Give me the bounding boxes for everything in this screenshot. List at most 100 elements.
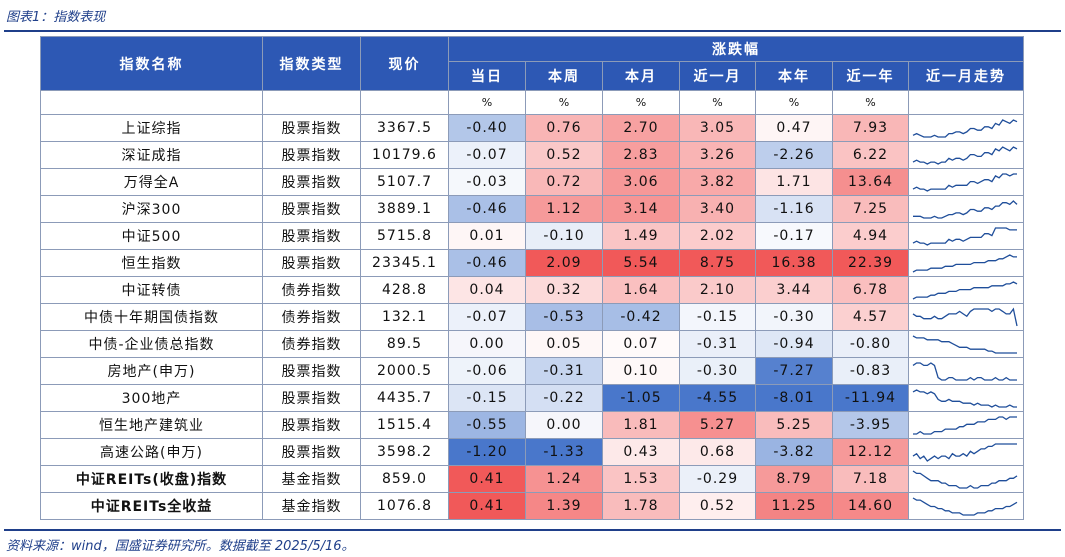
change-cell-day: 0.00 bbox=[448, 330, 526, 358]
index-performance-table: 指数名称 指数类型 现价 涨跌幅 当日 本周 本月 近一月 本年 近一年 近一月… bbox=[40, 36, 1024, 520]
sparkline-cell bbox=[908, 492, 1024, 520]
change-cell-1m: 3.05 bbox=[679, 114, 756, 142]
sparkline-chart bbox=[912, 281, 1018, 300]
change-cell-1m: -0.29 bbox=[679, 465, 756, 493]
sparkline-path bbox=[912, 254, 1017, 273]
sparkline-chart bbox=[912, 307, 1018, 327]
price-cell: 4435.7 bbox=[360, 384, 449, 412]
change-cell-day: 0.04 bbox=[448, 276, 526, 304]
change-cell-ytd: -0.94 bbox=[755, 330, 833, 358]
unit-cell-empty bbox=[908, 90, 1024, 115]
sparkline-cell bbox=[908, 465, 1024, 493]
change-cell-month: 3.06 bbox=[602, 168, 680, 196]
price-cell: 5715.8 bbox=[360, 222, 449, 250]
change-cell-1m: -0.31 bbox=[679, 330, 756, 358]
change-cell-month: 3.14 bbox=[602, 195, 680, 223]
change-cell-1y: 6.22 bbox=[832, 141, 909, 169]
change-cell-ytd: 0.47 bbox=[755, 114, 833, 142]
change-cell-ytd: -8.01 bbox=[755, 384, 833, 412]
change-cell-day: -0.03 bbox=[448, 168, 526, 196]
index-name-cell: 中证REITs(收盘)指数 bbox=[40, 465, 263, 493]
change-cell-1y: 4.94 bbox=[832, 222, 909, 250]
price-cell: 10179.6 bbox=[360, 141, 449, 169]
sparkline-chart bbox=[912, 389, 1017, 408]
change-cell-week: 1.12 bbox=[525, 195, 603, 223]
change-cell-1y: 13.64 bbox=[832, 168, 909, 196]
header-price: 现价 bbox=[360, 36, 449, 91]
change-cell-1y: 12.12 bbox=[832, 438, 909, 466]
sparkline-cell bbox=[908, 141, 1024, 169]
change-cell-1m: 3.40 bbox=[679, 195, 756, 223]
change-cell-week: 0.00 bbox=[525, 411, 603, 439]
sparkline-path bbox=[912, 281, 1018, 300]
change-cell-week: -0.10 bbox=[525, 222, 603, 250]
sparkline-chart bbox=[912, 470, 1018, 489]
change-cell-ytd: -7.27 bbox=[755, 357, 833, 385]
change-cell-1m: 3.82 bbox=[679, 168, 756, 196]
header-col-month: 本月 bbox=[602, 61, 680, 91]
sparkline-chart bbox=[912, 362, 1017, 381]
change-cell-ytd: 5.25 bbox=[755, 411, 833, 439]
change-cell-1y: 14.60 bbox=[832, 492, 909, 520]
index-type-cell: 股票指数 bbox=[262, 114, 361, 142]
change-cell-1y: 4.57 bbox=[832, 303, 909, 331]
sparkline-path bbox=[912, 146, 1018, 165]
index-name-cell: 房地产(申万) bbox=[40, 357, 263, 385]
change-cell-ytd: -0.30 bbox=[755, 303, 833, 331]
change-cell-week: 0.32 bbox=[525, 276, 603, 304]
table-row: 中证REITs全收益 基金指数 1076.8 0.41 1.39 1.78 0.52 11.2… bbox=[40, 492, 1024, 520]
table-row: 300地产 股票指数 4435.7 -0.15 -0.22 -1.05 -4.55 -8.01… bbox=[40, 384, 1024, 412]
header-col-1m: 近一月 bbox=[679, 61, 756, 91]
index-type-cell: 股票指数 bbox=[262, 438, 361, 466]
sparkline-path bbox=[913, 200, 1018, 219]
index-type-cell: 股票指数 bbox=[262, 195, 361, 223]
sparkline-cell bbox=[908, 168, 1024, 196]
change-cell-ytd: 1.71 bbox=[755, 168, 833, 196]
index-name-cell: 300地产 bbox=[40, 384, 263, 412]
change-cell-month: -0.42 bbox=[602, 303, 680, 331]
change-cell-week: 1.24 bbox=[525, 465, 603, 493]
change-cell-day: -1.20 bbox=[448, 438, 526, 466]
index-name-cell: 上证综指 bbox=[40, 114, 263, 142]
sparkline-path bbox=[912, 389, 1017, 408]
change-cell-week: 0.52 bbox=[525, 141, 603, 169]
index-type-cell: 股票指数 bbox=[262, 168, 361, 196]
change-cell-ytd: -1.16 bbox=[755, 195, 833, 223]
change-cell-1y: 7.93 bbox=[832, 114, 909, 142]
sparkline-path bbox=[912, 497, 1018, 516]
table-row: 恒生指数 股票指数 23345.1 -0.46 2.09 5.54 8.75 16.38 22.… bbox=[40, 249, 1024, 277]
change-cell-ytd: 3.44 bbox=[755, 276, 833, 304]
header-col-ytd: 本年 bbox=[755, 61, 833, 91]
change-cell-day: -0.46 bbox=[448, 249, 526, 277]
change-cell-month: 2.70 bbox=[602, 114, 680, 142]
price-cell: 859.0 bbox=[360, 465, 449, 493]
sparkline-chart bbox=[913, 200, 1018, 219]
change-cell-day: 0.41 bbox=[448, 492, 526, 520]
unit-cell: % bbox=[755, 90, 833, 115]
change-cell-day: 0.41 bbox=[448, 465, 526, 493]
header-col-trend: 近一月走势 bbox=[908, 61, 1024, 91]
change-cell-1m: 2.02 bbox=[679, 222, 756, 250]
table-row: 万得全A 股票指数 5107.7 -0.03 0.72 3.06 3.82 1.71 13.64 bbox=[40, 168, 1024, 196]
sparkline-cell bbox=[908, 114, 1024, 142]
index-name-cell: 中证500 bbox=[40, 222, 263, 250]
unit-cell: % bbox=[602, 90, 680, 115]
sparkline-cell bbox=[908, 303, 1024, 331]
index-type-cell: 股票指数 bbox=[262, 141, 361, 169]
bottom-rule bbox=[4, 529, 1061, 531]
figure-caption: 图表1：指数表现 bbox=[6, 10, 106, 25]
sparkline-path bbox=[912, 119, 1018, 138]
price-cell: 23345.1 bbox=[360, 249, 449, 277]
index-name-cell: 沪深300 bbox=[40, 195, 263, 223]
change-cell-week: -1.33 bbox=[525, 438, 603, 466]
table-row: 恒生地产建筑业 股票指数 1515.4 -0.55 0.00 1.81 5.27 5.25 -3… bbox=[40, 411, 1024, 439]
change-cell-1y: 7.25 bbox=[832, 195, 909, 223]
unit-cell-empty bbox=[360, 90, 449, 115]
unit-cell: % bbox=[448, 90, 526, 115]
unit-cell: % bbox=[679, 90, 756, 115]
change-cell-1m: 8.75 bbox=[679, 249, 756, 277]
table-row: 中债十年期国债指数 债券指数 132.1 -0.07 -0.53 -0.42 -0.15 -0… bbox=[40, 303, 1024, 331]
change-cell-month: 0.10 bbox=[602, 357, 680, 385]
unit-cell: % bbox=[832, 90, 909, 115]
change-cell-month: 0.43 bbox=[602, 438, 680, 466]
